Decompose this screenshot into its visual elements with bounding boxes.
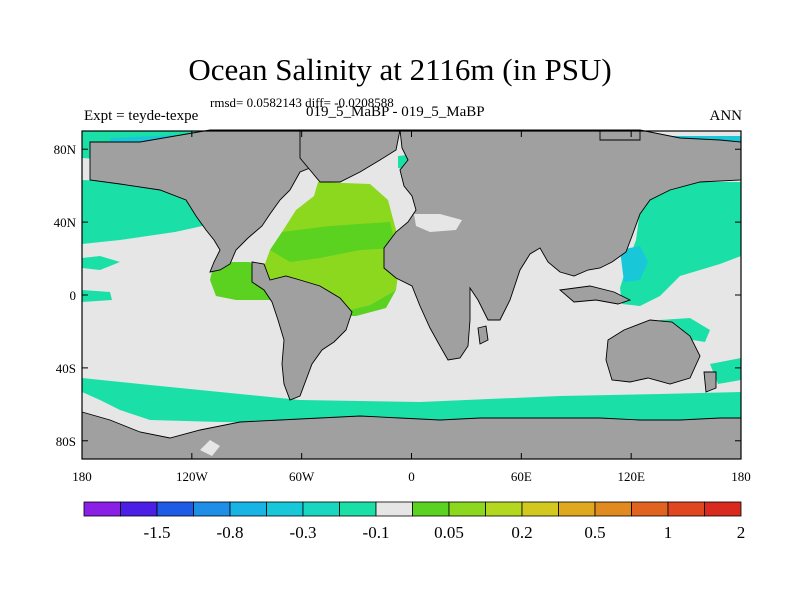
colorbar-swatch [229,501,267,517]
colorbar-swatch [193,501,231,517]
colorbar-swatch [558,501,596,517]
lat-tick-label: 80S [56,434,76,449]
colorbar-swatch [448,501,486,517]
lat-tick-label: 0 [70,288,77,303]
lon-tick-label: 60E [511,469,532,484]
stats-line: rmsd= 0.0582143 diff= -0.0208588 [210,95,394,110]
colorbar-swatch [375,501,413,517]
inland-seas [200,214,462,456]
colorbar-swatch [156,501,194,517]
colorbar-label: 0.2 [511,523,532,542]
lon-tick-label: 120W [176,469,209,484]
colorbar-label: 1 [664,523,673,542]
colorbar-swatch [667,501,705,517]
colorbar-label: 0.5 [584,523,605,542]
colorbar-swatch [704,501,742,517]
colorbar-label: -0.8 [217,523,244,542]
colorbar-label: 2 [737,523,746,542]
longitude-axis: 180 120W 60W 0 60E 120E 180 [72,131,751,484]
colorbar-swatch [594,501,632,517]
lat-tick-label: 40N [54,215,77,230]
lon-tick-label: 0 [408,469,415,484]
lat-tick-label: 80N [54,142,77,157]
land-masses [81,129,742,460]
map-area [81,129,742,460]
colorbar-label: -1.5 [144,523,171,542]
map-title: Ocean Salinity at 2116m (in PSU) [188,52,612,87]
colorbar-swatch [266,501,304,517]
colorbar-swatch [83,501,121,517]
experiment-label: Expt = teyde-texpe [84,108,199,124]
lon-tick-label: 180 [731,469,751,484]
colorbar-label: -0.3 [290,523,317,542]
latitude-axis: 80N 40N 0 40S 80S [54,142,741,449]
colorbar-swatch [631,501,669,517]
colorbar [83,501,742,517]
lon-tick-label: 60W [289,469,315,484]
colorbar-label: -0.1 [363,523,390,542]
colorbar-swatch [521,501,559,517]
colorbar-label: 0.05 [434,523,464,542]
lon-tick-label: 120E [617,469,645,484]
colorbar-labels: -1.5 -0.8 -0.3 -0.1 0.05 0.2 0.5 1 2 [144,523,746,542]
colorbar-swatch [120,501,158,517]
colorbar-swatch [485,501,523,517]
colorbar-swatch [412,501,450,517]
period-label: 019_5_MaBP - 019_5_MaBP [306,104,485,120]
colorbar-swatch [302,501,340,517]
lon-tick-label: 180 [72,469,92,484]
colorbar-swatch [339,501,377,517]
season-label: ANN [709,108,743,124]
lat-tick-label: 40S [56,361,76,376]
